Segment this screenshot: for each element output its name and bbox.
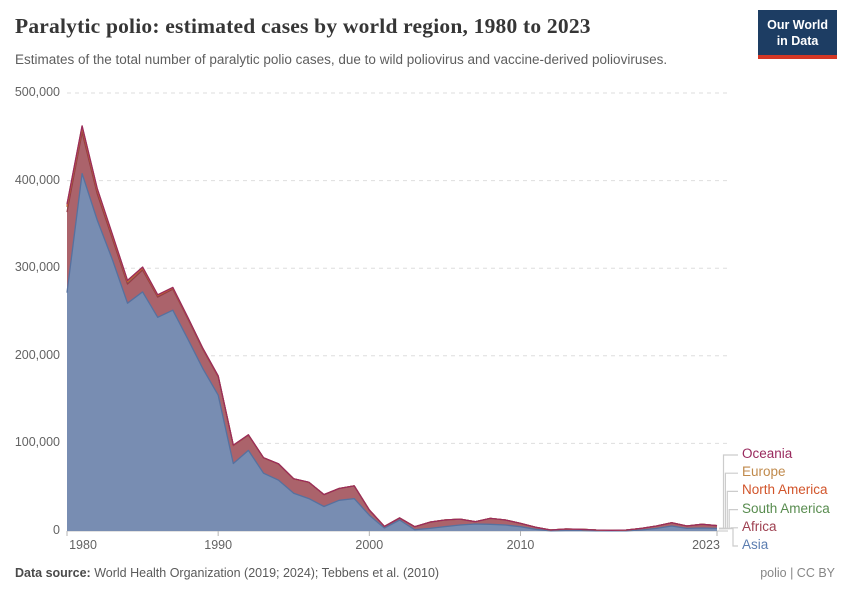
- owid-logo-line2: in Data: [776, 34, 819, 49]
- legend-item-europe[interactable]: Europe: [742, 464, 786, 480]
- owid-logo[interactable]: Our World in Data: [758, 10, 837, 59]
- x-axis-label: 1980: [69, 538, 97, 552]
- x-axis-label: 2010: [506, 538, 535, 552]
- y-axis-label: 300,000: [14, 260, 60, 275]
- legend-item-south-america[interactable]: South America: [742, 500, 830, 516]
- legend-connector: [719, 527, 738, 547]
- x-axis-label: 2000: [355, 538, 384, 552]
- legend-item-asia[interactable]: Asia: [742, 537, 769, 552]
- legend-connector: [719, 472, 738, 530]
- y-axis-label: 100,000: [14, 435, 60, 450]
- legend-item-north-america[interactable]: North America: [742, 482, 828, 498]
- x-axis-label: 1990: [204, 538, 233, 552]
- owid-logo-line1: Our World: [767, 18, 828, 32]
- page-title: Paralytic polio: estimated cases by worl…: [15, 14, 591, 38]
- license-note: polio | CC BY: [760, 566, 835, 580]
- x-axis-label: 2023: [692, 538, 720, 552]
- edge-line-oceania: [66, 125, 718, 531]
- page-subtitle: Estimates of the total number of paralyt…: [15, 52, 668, 67]
- area-asia[interactable]: [67, 173, 717, 531]
- data-source-label: Data source:: [15, 566, 91, 580]
- legend-item-oceania[interactable]: Oceania: [742, 446, 793, 461]
- legend-connector: [719, 509, 738, 530]
- data-source: Data source: World Health Organization (…: [15, 566, 439, 580]
- y-axis-label: 400,000: [14, 172, 60, 187]
- y-axis-label: 0: [53, 523, 60, 537]
- y-axis-label: 200,000: [14, 347, 60, 362]
- data-source-text: World Health Organization (2019; 2024); …: [90, 566, 440, 580]
- y-axis-label: 500,000: [14, 85, 60, 99]
- legend-item-africa[interactable]: Africa: [742, 518, 777, 534]
